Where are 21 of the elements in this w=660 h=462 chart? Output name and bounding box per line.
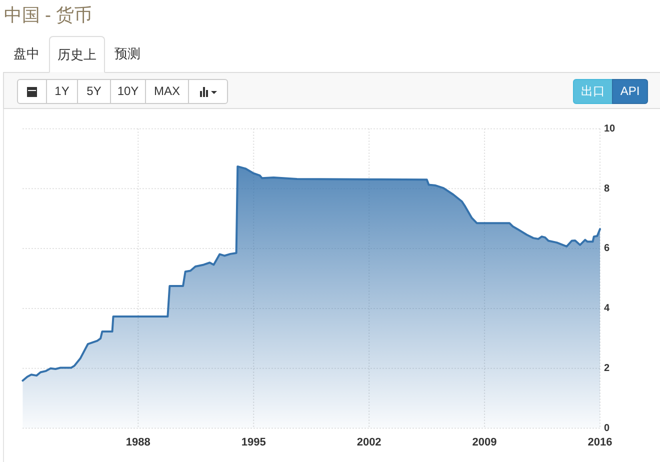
y-tick-label: 8 bbox=[604, 183, 610, 194]
y-tick-label: 6 bbox=[604, 243, 610, 254]
text: 5Y bbox=[77, 79, 111, 104]
x-tick-label: 2016 bbox=[588, 436, 612, 448]
x-tick-label: 2002 bbox=[356, 436, 382, 448]
text: 盘中 bbox=[12, 45, 40, 63]
x-tick-label: 1995 bbox=[241, 436, 266, 448]
x-tick-label: 1988 bbox=[126, 436, 150, 448]
y-tick-label: 4 bbox=[604, 303, 610, 314]
text: 10Y bbox=[110, 79, 146, 104]
text: 1Y bbox=[46, 79, 78, 104]
y-tick-label: 2 bbox=[604, 363, 610, 374]
text: 出口 bbox=[573, 79, 613, 104]
text: 预测 bbox=[114, 45, 142, 63]
text: MAX bbox=[145, 79, 189, 104]
y-tick-label: 0 bbox=[604, 422, 610, 434]
text: 历史上 bbox=[49, 36, 105, 73]
text: API bbox=[612, 79, 648, 104]
chart-title: 中国 - 货币 bbox=[4, 4, 92, 27]
y-tick-label: 10 bbox=[604, 123, 616, 134]
x-tick-label: 2009 bbox=[472, 436, 497, 448]
